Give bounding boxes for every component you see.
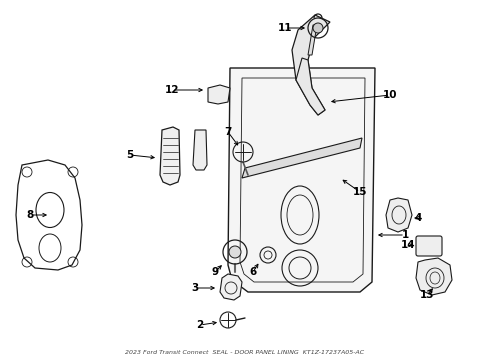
Text: 4: 4 [415, 213, 422, 223]
Polygon shape [386, 198, 412, 232]
Text: 9: 9 [212, 267, 219, 277]
Circle shape [229, 246, 241, 258]
Text: 1: 1 [401, 230, 409, 240]
Polygon shape [292, 15, 330, 115]
Circle shape [313, 23, 323, 33]
FancyBboxPatch shape [416, 236, 442, 256]
Text: 5: 5 [126, 150, 134, 160]
Text: 7: 7 [224, 127, 232, 137]
Polygon shape [208, 85, 230, 104]
Text: 11: 11 [278, 23, 292, 33]
Text: 15: 15 [353, 187, 367, 197]
Text: 2023 Ford Transit Connect  SEAL - DOOR PANEL LINING  KT1Z-17237A05-AC: 2023 Ford Transit Connect SEAL - DOOR PA… [125, 350, 365, 355]
Text: 6: 6 [249, 267, 257, 277]
Polygon shape [193, 130, 207, 170]
Polygon shape [220, 274, 242, 300]
Text: 10: 10 [383, 90, 397, 100]
Text: 12: 12 [165, 85, 179, 95]
Polygon shape [228, 68, 375, 292]
Polygon shape [242, 138, 362, 178]
Polygon shape [160, 127, 180, 185]
Polygon shape [416, 258, 452, 295]
Text: 8: 8 [26, 210, 34, 220]
Text: 13: 13 [420, 290, 434, 300]
Text: 14: 14 [401, 240, 416, 250]
Text: 3: 3 [192, 283, 198, 293]
Polygon shape [296, 58, 325, 115]
Polygon shape [308, 25, 317, 55]
Text: 2: 2 [196, 320, 204, 330]
